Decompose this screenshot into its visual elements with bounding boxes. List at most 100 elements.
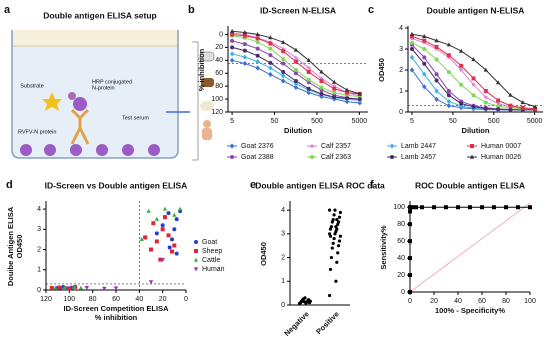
hrp	[68, 92, 76, 100]
marker	[255, 32, 260, 37]
chart-title: Double antigen ELISA ROC data	[255, 180, 385, 190]
marker	[446, 103, 452, 109]
marker	[434, 88, 439, 94]
marker	[469, 154, 475, 159]
marker	[468, 205, 472, 210]
y-tick-label: 100	[393, 204, 405, 211]
marker	[242, 42, 247, 47]
marker	[459, 101, 464, 106]
point	[329, 255, 333, 260]
marker	[102, 286, 107, 291]
marker	[71, 284, 77, 289]
marker	[508, 107, 513, 112]
marker	[495, 101, 501, 106]
marker	[410, 205, 415, 210]
marker	[170, 237, 174, 242]
series-line	[411, 42, 536, 110]
marker	[422, 55, 427, 60]
marker	[409, 40, 414, 45]
marker	[306, 69, 311, 74]
marker	[268, 53, 273, 58]
marker	[281, 61, 286, 66]
marker	[508, 103, 513, 108]
marker	[280, 73, 286, 79]
marker	[242, 48, 247, 53]
y-tick-label: 2	[399, 67, 403, 74]
marker	[280, 39, 286, 44]
x-tick-label: 5000	[527, 118, 543, 125]
marker	[280, 46, 286, 51]
y-tick-label: 0	[281, 302, 285, 309]
diagram-label: HRP conjugated	[92, 79, 132, 85]
marker	[230, 155, 234, 159]
point	[337, 244, 341, 248]
point	[337, 239, 342, 243]
marker	[255, 36, 260, 41]
marker	[84, 285, 90, 290]
x-tick-label: 500	[488, 118, 500, 125]
marker	[160, 258, 165, 263]
chart-title: ID-Screen vs Double antigen ELISA	[45, 180, 188, 190]
marker	[408, 273, 412, 278]
marker	[170, 249, 174, 254]
panel-letter: a	[4, 4, 11, 16]
point	[328, 267, 333, 272]
marker	[319, 69, 324, 74]
marker	[242, 33, 247, 38]
marker	[357, 97, 362, 102]
marker	[163, 215, 167, 220]
marker	[229, 51, 235, 57]
x-tick-label: 100	[524, 298, 536, 305]
panel-letter: b	[188, 4, 195, 16]
marker	[255, 59, 260, 65]
x-axis-label: Dilution	[462, 126, 490, 135]
marker	[230, 45, 235, 50]
marker	[242, 54, 248, 60]
legend-label: Human 0026	[481, 154, 521, 161]
marker	[528, 205, 532, 210]
marker	[230, 38, 235, 43]
chart-title: ID-Screen N-ELISA	[260, 5, 336, 15]
point	[329, 225, 333, 229]
x-axis-label: % inhibition	[95, 313, 138, 322]
legend-label: Goat 2388	[241, 154, 274, 161]
marker	[446, 93, 451, 98]
marker	[458, 67, 464, 73]
marker	[332, 79, 337, 84]
marker	[471, 104, 476, 109]
point	[308, 299, 312, 303]
marker	[434, 38, 439, 43]
antigen-row	[20, 144, 160, 156]
point	[334, 279, 338, 283]
marker	[49, 285, 54, 290]
marker	[471, 76, 476, 81]
x-tick-label: 20	[159, 296, 167, 303]
x-tick-label: 5	[230, 118, 234, 125]
marker	[293, 80, 299, 87]
diagram-title: Double antigen ELISA setup	[43, 10, 157, 20]
y-axis-label: OD450	[259, 242, 268, 266]
x-tick-label: 40	[135, 296, 143, 303]
marker	[432, 205, 436, 210]
marker	[158, 257, 163, 262]
diagram-label: RVFV-N protein	[18, 129, 56, 135]
x-tick-label: Negative	[282, 309, 310, 337]
marker	[446, 42, 452, 47]
point	[303, 296, 307, 300]
y-tick-label: 4	[399, 25, 403, 32]
marker	[229, 143, 235, 149]
marker	[242, 60, 248, 67]
y-tick-label: 120	[211, 109, 223, 116]
marker	[310, 155, 314, 159]
marker	[332, 86, 337, 91]
marker	[492, 205, 496, 210]
legend-label: Goat 2376	[241, 143, 274, 150]
marker	[166, 211, 171, 216]
x-tick-label: 0	[184, 296, 188, 303]
marker	[319, 85, 324, 90]
marker	[268, 35, 273, 40]
x-tick-label: 40	[454, 298, 462, 305]
x-tick-label: Positive	[314, 309, 341, 336]
marker	[409, 67, 415, 73]
legend-label: Calf 2363	[321, 154, 351, 161]
